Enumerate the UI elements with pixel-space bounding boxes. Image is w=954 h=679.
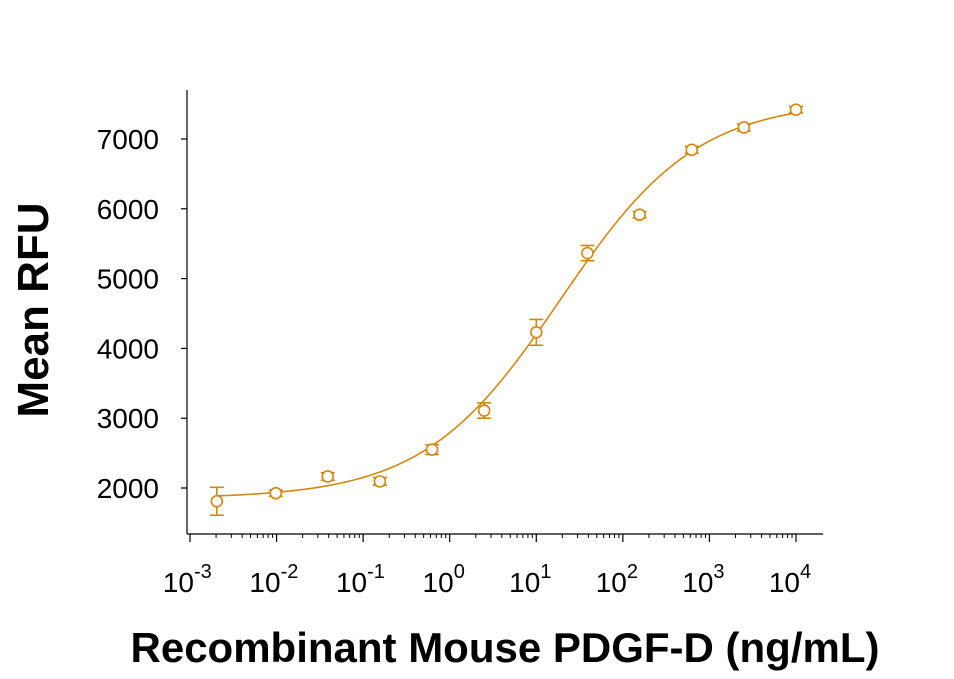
x-tick-label: 10 -1 (336, 561, 385, 598)
fit-curve (216, 112, 797, 497)
x-tick-base: 10 (509, 567, 540, 598)
x-axis: 10 -3 10 -2 10 -1 10 0 10 1 10 2 10 3 10 4 (163, 533, 823, 598)
x-tick-base: 10 (769, 567, 800, 598)
y-tick-label: 3000 (97, 403, 159, 434)
y-axis-title: Mean RFU (9, 202, 58, 417)
data-point (372, 475, 387, 488)
point-marker (633, 208, 646, 222)
point-marker (373, 475, 387, 488)
y-tick-label: 2000 (97, 473, 159, 504)
x-tick-base: 10 (249, 567, 280, 598)
y-tick-label: 4000 (97, 333, 159, 364)
data-point (736, 121, 751, 134)
x-tick-base: 10 (163, 567, 194, 598)
y-tick-label: 6000 (97, 194, 159, 225)
x-tick-base: 10 (682, 567, 713, 598)
x-tick-label: 10 -3 (163, 561, 212, 598)
x-tick-exponent: 0 (454, 561, 465, 583)
x-tick-label: 10 3 (682, 561, 724, 598)
point-marker (425, 443, 439, 456)
data-point (209, 486, 224, 517)
x-axis-title: Recombinant Mouse PDGF-D (ng/mL) (131, 624, 880, 671)
x-tick-label: 10 0 (423, 561, 465, 598)
x-tick-exponent: 2 (627, 561, 638, 583)
point-marker (210, 494, 224, 508)
point-marker (321, 470, 335, 483)
data-point (529, 318, 544, 347)
data-points (209, 103, 803, 517)
x-tick-base: 10 (336, 567, 367, 598)
point-marker (581, 246, 594, 260)
x-tick-exponent: -2 (281, 561, 299, 583)
data-point (477, 402, 492, 420)
x-tick-exponent: 3 (713, 561, 724, 583)
point-marker (269, 486, 283, 500)
data-point (789, 103, 803, 116)
x-tick-exponent: -1 (367, 561, 385, 583)
x-tick-label: 10 4 (769, 561, 811, 598)
point-marker (737, 121, 751, 134)
data-point (320, 470, 335, 483)
data-point (684, 143, 699, 157)
x-tick-label: 10 1 (509, 561, 551, 598)
x-tick-base: 10 (596, 567, 627, 598)
x-tick-label: 10 -2 (249, 561, 298, 598)
y-tick-label: 7000 (97, 124, 159, 155)
data-point (268, 486, 283, 500)
y-axis: 2000 3000 4000 5000 6000 7000 (97, 90, 188, 534)
x-tick-base: 10 (423, 567, 454, 598)
point-marker (529, 326, 543, 339)
data-point (580, 244, 595, 262)
point-marker (477, 404, 491, 417)
data-point (425, 443, 440, 456)
point-marker (685, 143, 699, 157)
data-point (632, 208, 647, 222)
x-tick-exponent: -3 (194, 561, 212, 583)
x-tick-exponent: 1 (540, 561, 551, 583)
point-marker (789, 103, 803, 116)
x-tick-exponent: 4 (800, 561, 811, 583)
x-tick-label: 10 2 (596, 561, 638, 598)
y-tick-label: 5000 (97, 264, 159, 295)
